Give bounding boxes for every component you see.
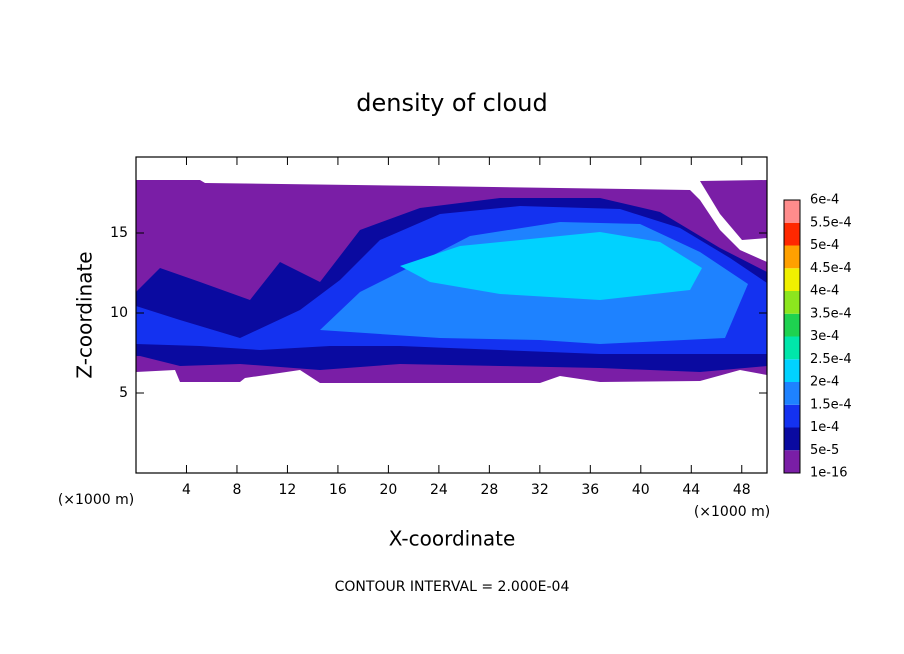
x-tick-label: 44 (682, 482, 700, 498)
colorbar-band (784, 313, 800, 337)
colorbar-band (784, 291, 800, 314)
colorbar-band (784, 359, 800, 382)
colorbar-label: 5e-4 (810, 238, 839, 253)
chart-title: density of cloud (356, 89, 547, 117)
colorbar-label: 4e-4 (810, 284, 839, 299)
x-tick-label: 40 (632, 482, 650, 498)
y-tick-label: 10 (110, 305, 128, 321)
colorbar-frame (783, 199, 801, 474)
y-tick-label: 5 (119, 385, 128, 401)
colorbar-band (784, 268, 800, 291)
colorbar-band (784, 450, 800, 473)
colorbar-label: 5.5e-4 (810, 215, 852, 230)
y-unit: (×1000 m) (58, 492, 134, 508)
colorbar-band (784, 427, 800, 451)
x-axis-title: X-coordinate (389, 527, 516, 551)
colorbar-band (784, 200, 800, 223)
colorbar-label: 5e-5 (810, 443, 839, 458)
colorbar-label: 3e-4 (810, 329, 839, 344)
colorbar-label: 4.5e-4 (810, 261, 852, 276)
x-tick-label: 8 (232, 482, 241, 498)
colorbar-band (784, 404, 800, 428)
contour-note: CONTOUR INTERVAL = 2.000E-04 (335, 579, 570, 595)
colorbar-band (784, 336, 800, 360)
x-tick-label: 36 (581, 482, 599, 498)
contour-region (400, 232, 702, 300)
colorbar-label: 2.5e-4 (810, 352, 852, 367)
x-tick-label: 20 (379, 482, 397, 498)
colorbar-label: 1.5e-4 (810, 397, 852, 412)
x-unit: (×1000 m) (694, 504, 770, 520)
colorbar-band (784, 222, 800, 246)
x-tick-label: 24 (430, 482, 448, 498)
colorbar-band (784, 245, 800, 269)
x-tick-label: 4 (182, 482, 191, 498)
contour-region (700, 180, 767, 240)
colorbar-label: 1e-16 (810, 466, 848, 481)
colorbar-label: 2e-4 (810, 375, 839, 390)
colorbar-label: 3.5e-4 (810, 306, 852, 321)
x-tick-label: 12 (279, 482, 297, 498)
plot-frame (135, 156, 768, 474)
x-tick-label: 28 (480, 482, 498, 498)
x-tick-label: 16 (329, 482, 347, 498)
y-tick-label: 15 (110, 225, 128, 241)
x-tick-label: 32 (531, 482, 549, 498)
y-axis-title: Z-coordinate (73, 251, 97, 378)
colorbar-label: 1e-4 (810, 420, 839, 435)
colorbar-label: 6e-4 (810, 193, 839, 208)
colorbar-band (784, 382, 800, 405)
x-tick-label: 48 (733, 482, 751, 498)
